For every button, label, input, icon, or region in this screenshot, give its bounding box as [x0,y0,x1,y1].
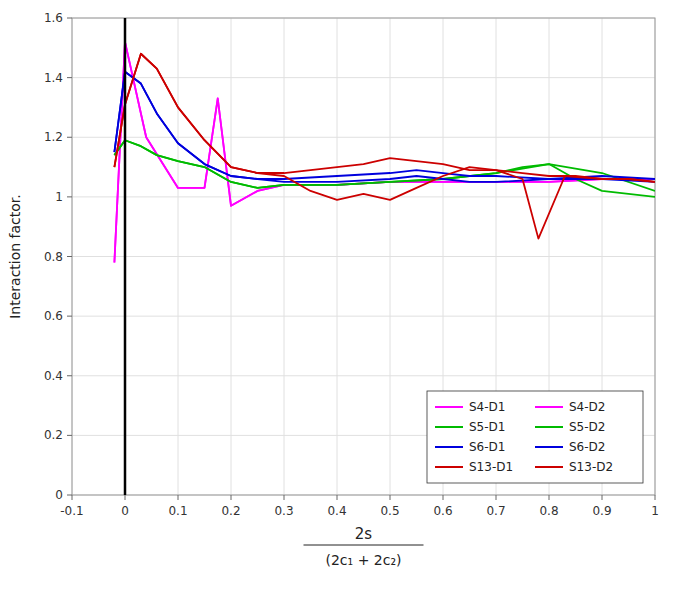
y-tick [67,256,72,257]
legend-box [427,391,643,483]
y-tick [67,435,72,436]
y-grid-line [72,77,655,78]
x-tick [655,495,656,500]
series-line [114,72,655,179]
axes: -0.1 0 0.1 0.2 0.3 0.4 0.5 0.6 0.7 0.8 0.9 1 0 0.2 0.4… [44,11,659,518]
x-tick-label: 0.1 [168,504,187,518]
legend-swatch [435,446,463,448]
x-axis-label-numerator: 2s [355,525,373,543]
y-tick [67,495,72,496]
plot-area [114,18,655,495]
x-tick-label: 0.8 [539,504,558,518]
y-grid-line [72,196,655,197]
x-tick [125,495,126,500]
y-tick-label: 0.4 [44,369,63,383]
legend-swatch [535,446,563,448]
series-line [114,54,655,182]
x-tick [443,495,444,500]
legend-swatch [535,426,563,428]
legend-label: S13-D2 [569,460,613,474]
y-tick-label: 1.4 [44,71,63,85]
y-tick [67,137,72,138]
legend-label: S13-D1 [469,460,513,474]
x-tick-label: 0.5 [380,504,399,518]
x-tick [72,495,73,500]
y-tick [67,77,72,78]
legend-swatch [535,466,563,468]
x-tick-label: 1 [651,504,659,518]
y-tick-label: 0.6 [44,309,63,323]
x-tick [602,495,603,500]
legend-label: S5-D2 [569,420,605,434]
legend-swatch [435,426,463,428]
y-tick-label: 0 [55,488,63,502]
x-tick [178,495,179,500]
x-tick-label: 0.6 [433,504,452,518]
x-tick [549,495,550,500]
x-tick-label: 0.7 [486,504,505,518]
y-tick [67,375,72,376]
series-line [114,72,655,182]
plot-frame [72,18,655,495]
legend-label: S6-D1 [469,440,505,454]
x-tick [390,495,391,500]
x-tick-label: 0 [121,504,129,518]
y-tick [67,196,72,197]
x-tick-label: 0.4 [327,504,346,518]
y-grid-line [72,375,655,376]
legend-swatch [435,466,463,468]
legend-label: S5-D1 [469,420,505,434]
x-tick [231,495,232,500]
legend: S4-D1 S4-D2 S5-D1 S5-D2 S6-D1 S6-D2 S13-D1 S13-… [427,391,643,483]
y-grid-line [72,256,655,257]
legend-swatch [535,406,563,408]
y-axis-label: Interaction factor. [7,194,23,319]
x-tick [496,495,497,500]
legend-label: S4-D1 [469,400,505,414]
legend-label: S4-D2 [569,400,605,414]
x-tick-label: 0.3 [274,504,293,518]
y-tick-label: 1.6 [44,11,63,25]
chart: -0.1 0 0.1 0.2 0.3 0.4 0.5 0.6 0.7 0.8 0.9 1 0 0.2 0.4… [0,0,673,603]
x-tick [284,495,285,500]
fraction-bar [304,545,424,546]
series-line [114,42,655,263]
y-tick [67,18,72,19]
y-grid-line [72,316,655,317]
series-line [114,54,655,239]
grid [72,18,655,495]
y-tick-label: 1 [55,190,63,204]
y-tick-label: 0.8 [44,250,63,264]
y-grid-line [72,137,655,138]
y-tick-label: 1.2 [44,130,63,144]
series-line [114,42,655,263]
legend-swatch [435,406,463,408]
y-tick-label: 0.2 [44,428,63,442]
legend-label: S6-D2 [569,440,605,454]
x-tick-label: 0.9 [592,504,611,518]
series-line [114,140,655,197]
x-grid-line [125,18,126,495]
x-tick-label: -0.1 [60,504,83,518]
y-tick [67,316,72,317]
background [0,0,673,603]
x-axis-label-denominator: (2c₁ + 2c₂) [326,552,402,568]
x-tick-label: 0.2 [221,504,240,518]
x-tick [337,495,338,500]
reference-line [124,18,127,495]
